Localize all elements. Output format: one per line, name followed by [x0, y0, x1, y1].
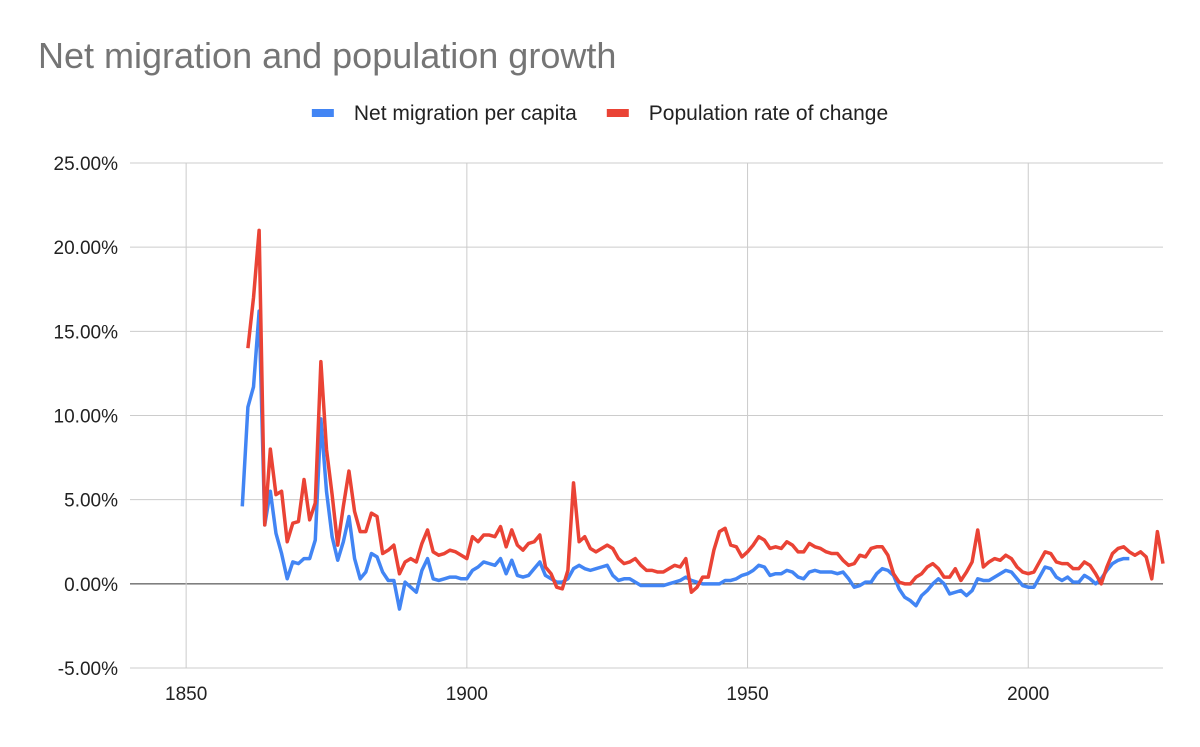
legend-label: Net migration per capita [354, 102, 577, 125]
y-tick-label: 10.00% [54, 407, 119, 428]
legend-swatch [606, 109, 629, 117]
y-tick-label: 25.00% [54, 154, 119, 175]
series-line [246, 228, 1165, 594]
y-tick-label: -5.00% [58, 659, 118, 680]
chart-title: Net migration and population growth [38, 35, 616, 76]
legend-swatch [311, 109, 334, 117]
x-tick-label: 1950 [726, 684, 768, 705]
y-tick-label: 15.00% [54, 322, 119, 343]
y-tick-label: 0.00% [64, 575, 118, 596]
y-tick-label: 20.00% [54, 238, 119, 259]
x-tick-label: 1900 [446, 684, 488, 705]
x-tick-label: 1850 [165, 684, 207, 705]
legend-label: Population rate of change [649, 102, 888, 125]
series-line [240, 309, 1130, 611]
x-tick-label: 2000 [1007, 684, 1049, 705]
y-tick-label: 5.00% [64, 491, 118, 512]
